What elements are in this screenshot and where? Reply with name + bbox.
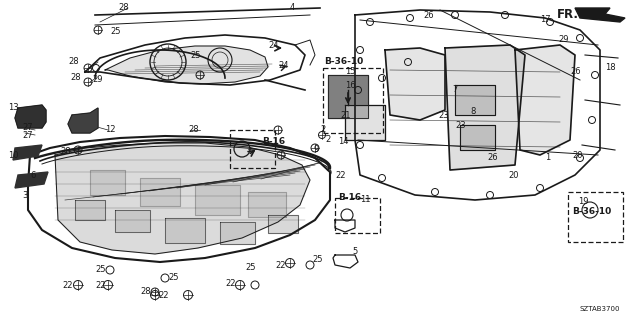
Text: B-36-10: B-36-10 [572, 207, 611, 217]
Polygon shape [345, 105, 385, 140]
Polygon shape [328, 75, 368, 118]
Text: 3: 3 [22, 190, 28, 199]
Polygon shape [248, 192, 286, 217]
Bar [335, 198, 380, 233]
Text: 8: 8 [470, 108, 476, 116]
Polygon shape [220, 222, 255, 244]
Text: 20: 20 [508, 171, 518, 180]
Polygon shape [165, 218, 205, 243]
Text: 26: 26 [423, 11, 434, 20]
Text: B-16: B-16 [338, 194, 361, 203]
Text: 20: 20 [572, 150, 582, 159]
Polygon shape [460, 125, 495, 150]
Bar [195, 185, 240, 215]
Text: 28: 28 [140, 287, 150, 297]
Text: SZTAB3700: SZTAB3700 [579, 306, 620, 312]
Bar [248, 192, 286, 217]
Polygon shape [515, 45, 575, 155]
Text: FR.: FR. [557, 7, 579, 20]
Text: 22: 22 [335, 171, 346, 180]
Text: 18: 18 [605, 63, 616, 73]
Text: 6: 6 [30, 171, 35, 180]
Bar [230, 130, 275, 168]
Text: 16: 16 [345, 81, 356, 90]
Text: 27: 27 [22, 131, 33, 140]
Text: 22: 22 [158, 291, 168, 300]
Bar [323, 68, 383, 133]
Polygon shape [115, 210, 150, 232]
Text: 25: 25 [245, 263, 255, 273]
Text: 26: 26 [570, 68, 580, 76]
Polygon shape [75, 200, 105, 220]
Polygon shape [105, 46, 268, 84]
Bar [90, 170, 125, 195]
Text: 24: 24 [278, 60, 289, 69]
Text: B-36-10: B-36-10 [324, 58, 364, 67]
Text: 25: 25 [312, 255, 323, 265]
Polygon shape [455, 85, 495, 115]
Polygon shape [13, 145, 42, 160]
Polygon shape [15, 172, 48, 188]
Text: 25: 25 [110, 28, 120, 36]
Polygon shape [15, 105, 46, 128]
Bar [568, 192, 623, 242]
Text: 29: 29 [92, 76, 102, 84]
Text: 19: 19 [578, 197, 589, 206]
Polygon shape [68, 108, 98, 133]
Text: 2: 2 [320, 125, 325, 134]
Text: 25: 25 [95, 266, 106, 275]
Text: 4: 4 [290, 4, 295, 12]
Text: 22: 22 [225, 279, 236, 289]
Text: 9: 9 [313, 146, 318, 155]
Text: 25: 25 [168, 274, 179, 283]
Text: 14: 14 [338, 138, 349, 147]
Text: 22: 22 [62, 281, 72, 290]
Polygon shape [140, 178, 180, 206]
Text: 15: 15 [345, 68, 355, 76]
Text: 27: 27 [22, 124, 33, 132]
Text: 22: 22 [95, 281, 106, 290]
Text: 7: 7 [452, 85, 458, 94]
Text: B-16: B-16 [262, 138, 285, 147]
Polygon shape [575, 8, 625, 22]
Text: 12: 12 [105, 125, 115, 134]
Polygon shape [268, 215, 298, 233]
Text: 28: 28 [68, 58, 79, 67]
Text: 23: 23 [438, 110, 449, 119]
Text: 29: 29 [558, 36, 568, 44]
Text: 5: 5 [352, 247, 357, 257]
Polygon shape [445, 45, 525, 170]
Polygon shape [195, 185, 240, 215]
Text: 24: 24 [268, 41, 278, 50]
Text: 28: 28 [188, 125, 198, 134]
Polygon shape [385, 48, 445, 120]
Text: 13: 13 [8, 103, 19, 113]
Text: 17: 17 [540, 15, 550, 25]
Text: 28: 28 [70, 74, 81, 83]
Bar [140, 178, 180, 206]
Text: 28: 28 [118, 4, 129, 12]
Polygon shape [55, 143, 310, 254]
Text: 26: 26 [487, 154, 498, 163]
Text: 25: 25 [190, 51, 200, 60]
Text: 23: 23 [455, 121, 466, 130]
Text: 2: 2 [325, 135, 330, 145]
Polygon shape [90, 170, 125, 195]
Text: 21: 21 [340, 110, 351, 119]
Text: 10: 10 [8, 150, 19, 159]
Text: 1: 1 [545, 154, 550, 163]
Text: 22: 22 [275, 260, 285, 269]
Text: 28: 28 [60, 148, 70, 156]
Text: 11: 11 [360, 196, 371, 204]
